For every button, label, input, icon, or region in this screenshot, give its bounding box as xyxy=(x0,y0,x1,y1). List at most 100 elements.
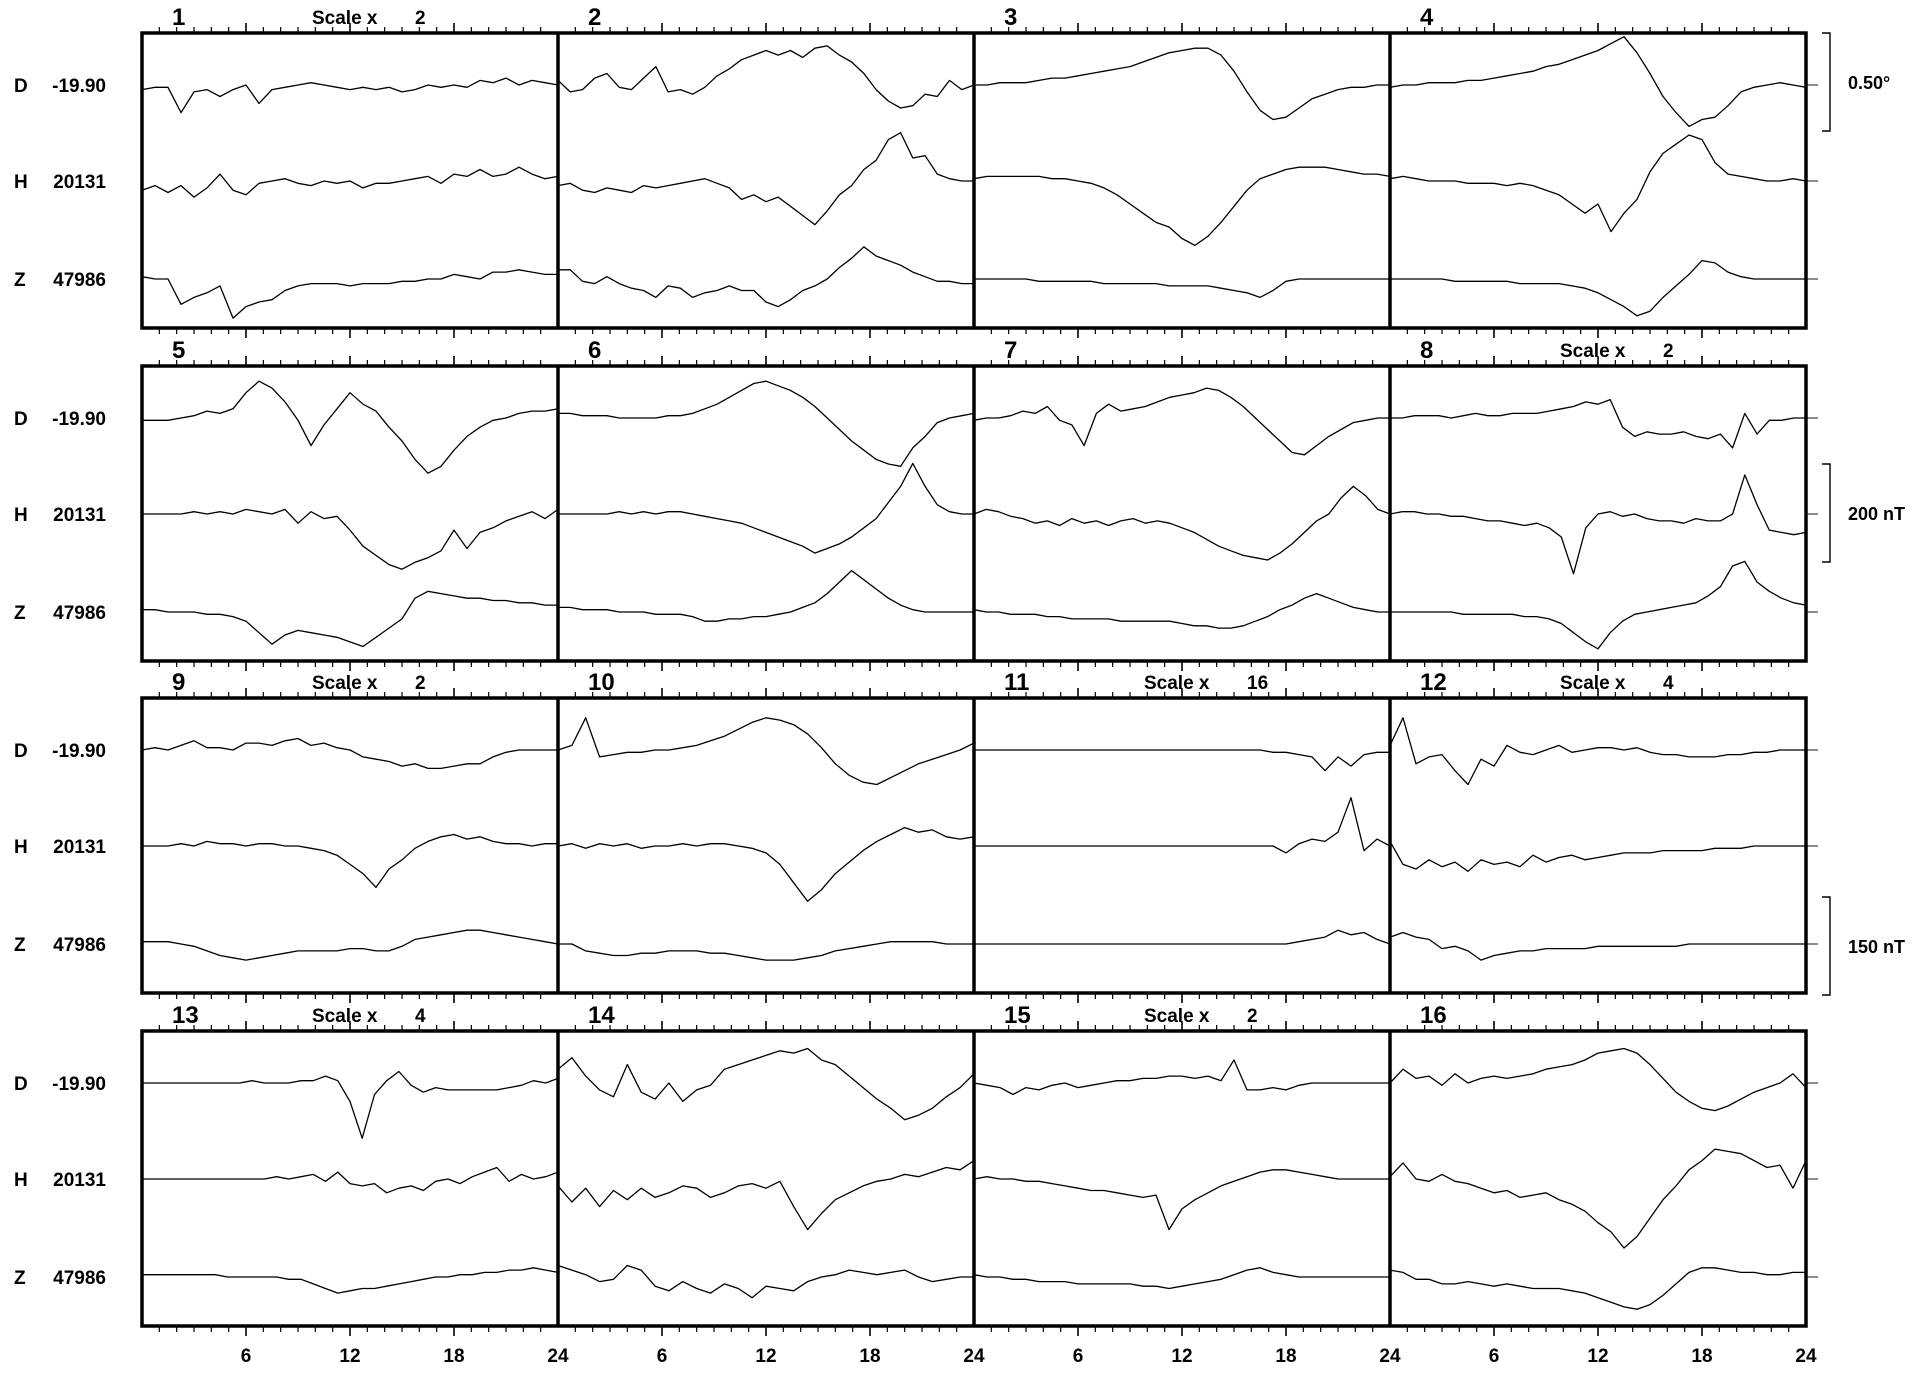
hour-label: 18 xyxy=(1275,1346,1296,1367)
trace-d-day-12 xyxy=(1389,717,1806,786)
trace-h-day-6 xyxy=(558,462,974,554)
trace-h-day-14 xyxy=(557,1160,975,1231)
hour-label: 6 xyxy=(1489,1346,1500,1367)
scale-bar-label: 200 nT xyxy=(1848,504,1905,524)
trace-d-day-16 xyxy=(1389,1047,1807,1112)
baseline-value: -19.90 xyxy=(52,741,106,762)
component-label: H xyxy=(14,1170,28,1191)
scale-bar-label: 0.50° xyxy=(1848,73,1890,93)
scale-label: Scale x xyxy=(312,8,378,29)
panel-frames xyxy=(140,31,1808,1328)
trace-d-day-9 xyxy=(141,737,558,770)
scale-factor: 4 xyxy=(415,1006,426,1027)
scale-label: Scale x xyxy=(312,673,378,694)
component-label: D xyxy=(14,409,28,430)
trace-d-day-10 xyxy=(557,717,975,786)
baseline-value: 47986 xyxy=(53,603,106,624)
day-number: 8 xyxy=(1420,337,1433,364)
trace-lines xyxy=(141,36,1807,1310)
scale-factor: 2 xyxy=(1663,341,1674,362)
day-number: 10 xyxy=(588,669,615,696)
scale-factor: 2 xyxy=(1247,1006,1258,1027)
trace-z-day-10 xyxy=(558,941,974,961)
component-label: D xyxy=(14,741,28,762)
scale-factor: 2 xyxy=(415,673,426,694)
scale-factor: 2 xyxy=(415,8,426,29)
trace-d-day-6 xyxy=(558,380,975,467)
trace-z-day-7 xyxy=(973,592,1390,629)
component-label: Z xyxy=(14,1268,26,1289)
component-label: H xyxy=(14,505,28,526)
component-label: Z xyxy=(14,603,26,624)
baseline-value: 47986 xyxy=(53,270,106,291)
day-number: 14 xyxy=(588,1002,615,1029)
component-label: Z xyxy=(14,270,26,291)
trace-h-day-2 xyxy=(557,132,974,226)
trace-z-day-11 xyxy=(974,929,1391,945)
trace-d-day-7 xyxy=(973,387,1390,456)
trace-d-day-15 xyxy=(973,1059,1390,1096)
scale-bar xyxy=(1822,463,1831,563)
day-number: 7 xyxy=(1004,337,1017,364)
trace-h-day-9 xyxy=(142,833,558,889)
trace-h-day-13 xyxy=(142,1166,559,1194)
component-label: H xyxy=(14,172,28,193)
component-label: D xyxy=(14,76,28,97)
scale-bar-label: 150 nT xyxy=(1848,937,1905,957)
trace-z-day-16 xyxy=(1389,1267,1806,1310)
trace-z-day-8 xyxy=(1390,560,1807,650)
day-number: 13 xyxy=(172,1002,199,1029)
day-number: 16 xyxy=(1420,1002,1447,1029)
trace-d-day-5 xyxy=(142,380,559,474)
trace-z-day-3 xyxy=(974,278,1390,299)
day-number: 9 xyxy=(172,669,185,696)
hour-label: 24 xyxy=(963,1346,985,1367)
hour-label: 18 xyxy=(443,1346,464,1367)
trace-h-day-12 xyxy=(1389,841,1806,872)
trace-z-day-2 xyxy=(558,246,974,308)
trace-h-day-16 xyxy=(1389,1148,1807,1249)
baseline-value: -19.90 xyxy=(52,409,106,430)
trace-d-day-14 xyxy=(557,1047,975,1121)
scale-label: Scale x xyxy=(1144,673,1210,694)
trace-d-day-3 xyxy=(974,47,1390,121)
baseline-value: -19.90 xyxy=(52,76,106,97)
trace-d-day-8 xyxy=(1390,398,1806,449)
scale-label: Scale x xyxy=(1560,341,1626,362)
trace-d-day-13 xyxy=(142,1070,559,1139)
scale-bar xyxy=(1822,32,1831,132)
trace-z-day-9 xyxy=(142,929,559,961)
trace-d-day-2 xyxy=(557,45,975,109)
component-label: Z xyxy=(14,935,26,956)
hour-label: 12 xyxy=(1171,1346,1192,1367)
trace-h-day-8 xyxy=(1389,474,1807,575)
trace-z-day-13 xyxy=(142,1267,559,1294)
baseline-value: 47986 xyxy=(53,1268,106,1289)
hour-label: 24 xyxy=(547,1346,569,1367)
trace-z-day-1 xyxy=(141,269,558,319)
trace-h-day-7 xyxy=(973,485,1391,561)
scale-factor: 4 xyxy=(1663,673,1674,694)
hour-label: 18 xyxy=(1691,1346,1712,1367)
day-number: 3 xyxy=(1004,4,1017,31)
baseline-value: 20131 xyxy=(53,172,106,193)
trace-d-day-11 xyxy=(974,749,1390,772)
scale-label: Scale x xyxy=(1144,1006,1210,1027)
trace-z-day-15 xyxy=(973,1267,1390,1290)
trace-h-day-15 xyxy=(973,1169,1390,1231)
day-number: 1 xyxy=(172,4,185,31)
trace-z-day-5 xyxy=(142,590,558,648)
trace-h-day-3 xyxy=(973,166,1391,247)
baseline-value: -19.90 xyxy=(52,1074,106,1095)
hour-label: 6 xyxy=(1073,1346,1084,1367)
hour-label: 6 xyxy=(241,1346,252,1367)
trace-d-day-1 xyxy=(141,77,559,114)
trace-h-day-1 xyxy=(141,166,559,198)
trace-h-day-10 xyxy=(557,826,975,902)
day-number: 5 xyxy=(172,337,185,364)
trace-h-day-11 xyxy=(974,797,1391,854)
baseline-value: 20131 xyxy=(53,505,106,526)
baseline-value: 47986 xyxy=(53,935,106,956)
